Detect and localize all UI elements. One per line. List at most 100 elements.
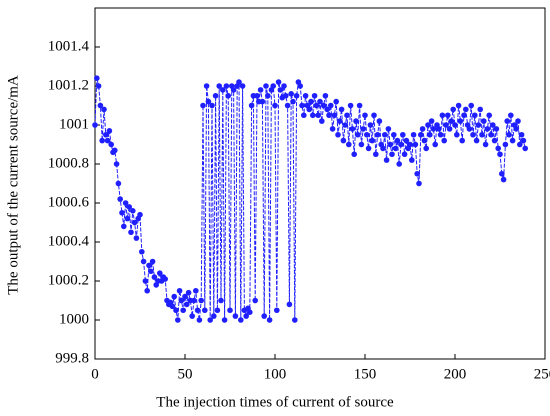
- marker: [247, 309, 253, 316]
- marker: [461, 112, 467, 119]
- marker: [286, 301, 293, 308]
- marker: [142, 278, 149, 284]
- marker: [463, 106, 469, 113]
- marker: [270, 83, 277, 89]
- marker: [508, 112, 514, 119]
- marker: [169, 303, 176, 310]
- marker: [119, 209, 125, 216]
- marker: [263, 83, 269, 89]
- marker: [288, 91, 295, 97]
- marker: [371, 112, 377, 119]
- marker: [430, 126, 437, 132]
- marker: [353, 118, 359, 124]
- marker: [220, 87, 226, 93]
- marker: [466, 126, 473, 132]
- marker: [162, 276, 168, 282]
- marker: [331, 112, 338, 119]
- marker: [418, 131, 424, 138]
- marker: [211, 313, 217, 319]
- marker: [238, 317, 244, 323]
- marker: [277, 87, 284, 93]
- marker: [209, 102, 215, 109]
- marker: [410, 131, 417, 138]
- marker: [439, 112, 446, 119]
- marker: [454, 131, 460, 138]
- marker: [128, 229, 134, 236]
- marker: [423, 145, 430, 152]
- plot-frame: [94, 7, 546, 360]
- marker: [106, 128, 113, 134]
- marker: [326, 112, 332, 119]
- marker: [445, 112, 451, 119]
- marker: [517, 141, 523, 148]
- marker: [455, 102, 462, 109]
- marker: [221, 317, 228, 323]
- marker: [299, 102, 305, 109]
- y-tick-label: 1000.2: [48, 272, 89, 288]
- marker: [124, 215, 131, 222]
- marker: [367, 122, 374, 128]
- marker: [499, 170, 505, 177]
- marker: [292, 317, 298, 323]
- marker: [205, 98, 212, 105]
- marker: [200, 102, 206, 109]
- marker: [333, 98, 340, 105]
- marker: [274, 307, 280, 314]
- marker: [113, 161, 120, 167]
- marker: [493, 126, 500, 132]
- marker: [365, 145, 372, 152]
- marker: [380, 145, 386, 152]
- marker: [360, 126, 367, 132]
- marker: [459, 137, 466, 144]
- marker: [347, 102, 354, 109]
- marker: [94, 75, 100, 81]
- marker: [392, 145, 399, 152]
- marker: [310, 112, 316, 119]
- marker: [148, 268, 154, 275]
- x-tick-label: 150: [354, 366, 377, 382]
- marker: [437, 131, 444, 138]
- marker: [243, 313, 249, 319]
- y-tick-label: 1001: [59, 116, 89, 132]
- marker: [180, 307, 186, 314]
- y-tick-label: 999.8: [55, 350, 89, 366]
- marker: [122, 200, 129, 206]
- marker: [112, 147, 118, 154]
- x-tick-label: 200: [444, 366, 467, 382]
- marker: [509, 137, 516, 144]
- marker: [259, 98, 266, 105]
- marker: [266, 317, 273, 323]
- marker: [115, 180, 122, 187]
- marker: [338, 106, 345, 113]
- marker: [265, 92, 271, 99]
- marker: [522, 145, 528, 152]
- marker: [482, 141, 489, 148]
- marker: [97, 102, 104, 109]
- marker: [349, 126, 356, 132]
- marker: [385, 126, 392, 132]
- marker: [306, 106, 313, 113]
- x-tick-label: 50: [178, 366, 193, 382]
- marker: [196, 317, 203, 323]
- marker: [121, 223, 127, 230]
- marker: [313, 102, 320, 109]
- marker: [448, 118, 455, 124]
- marker: [297, 83, 304, 89]
- marker: [144, 287, 150, 294]
- marker: [486, 112, 493, 119]
- marker: [356, 102, 363, 109]
- marker: [436, 126, 442, 132]
- marker: [416, 180, 422, 187]
- marker: [340, 137, 347, 144]
- marker: [450, 106, 457, 113]
- marker: [382, 131, 388, 138]
- marker: [203, 83, 210, 89]
- marker: [176, 287, 183, 294]
- marker: [104, 137, 111, 144]
- marker: [443, 122, 449, 128]
- marker: [396, 161, 403, 167]
- marker: [95, 83, 102, 89]
- y-tick-label: 1000.8: [48, 155, 89, 171]
- marker: [185, 289, 192, 296]
